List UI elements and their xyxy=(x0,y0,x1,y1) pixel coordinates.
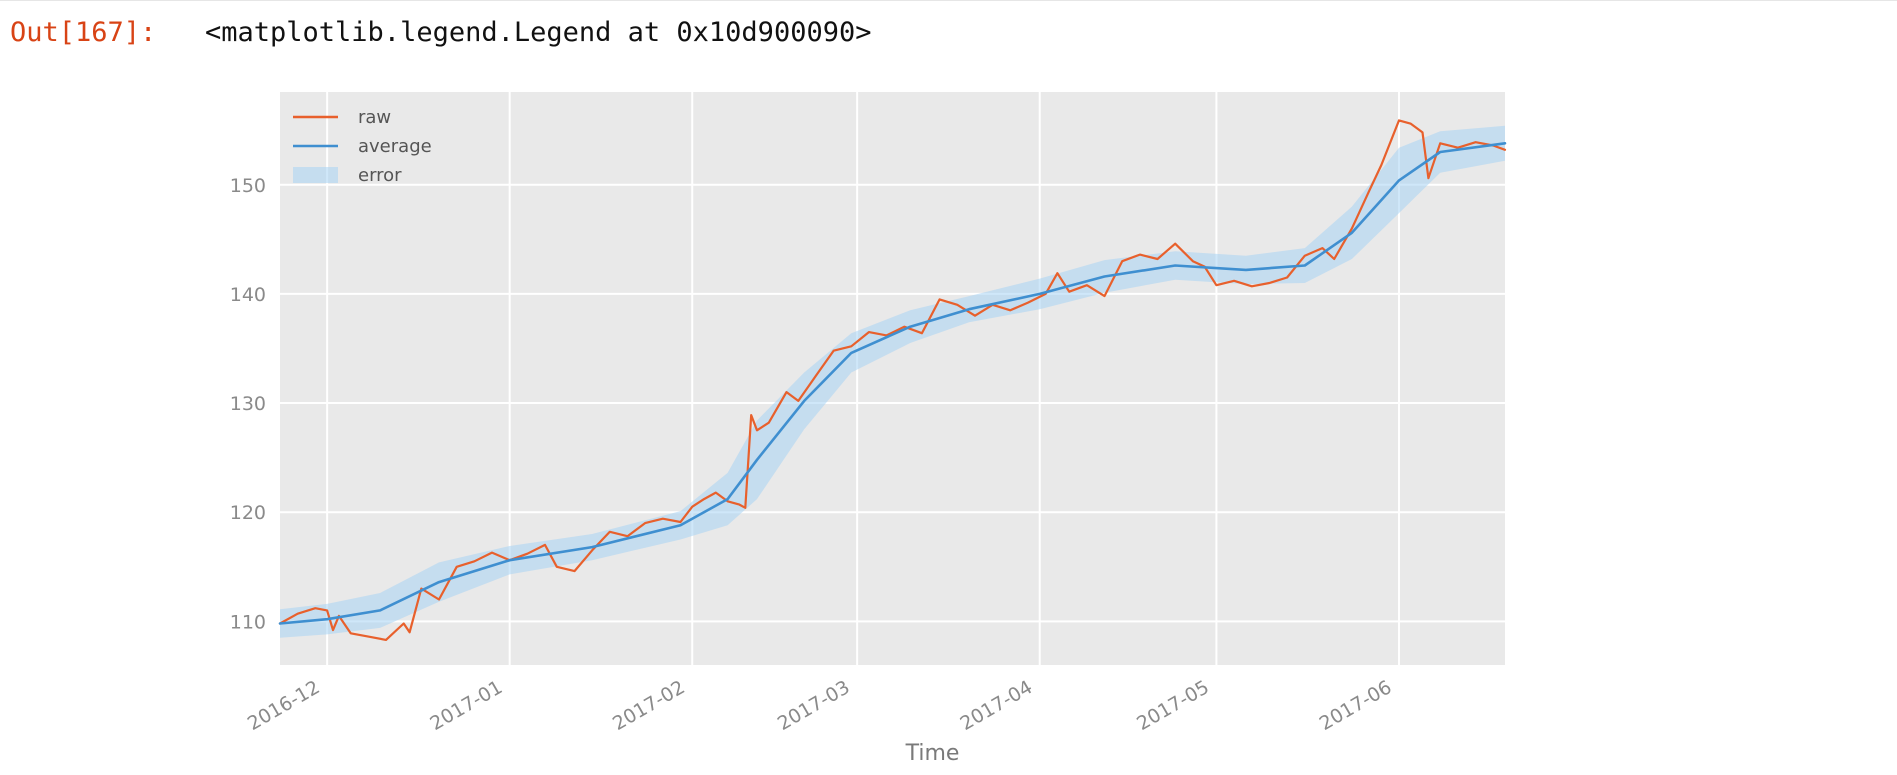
legend-label-raw: raw xyxy=(358,107,391,128)
legend-label-error: error xyxy=(358,165,402,186)
y-tick-label: 120 xyxy=(230,502,266,524)
legend-swatch-error xyxy=(293,167,338,183)
average-series-line xyxy=(278,142,1507,625)
x-tick-label: 2017-02 xyxy=(609,676,689,735)
cell-top-border xyxy=(0,0,1897,1)
y-tick-label: 110 xyxy=(230,611,266,633)
x-tick-label: 2017-04 xyxy=(956,676,1036,735)
y-tick-label: 130 xyxy=(230,393,266,415)
x-tick-label: 2016-12 xyxy=(244,676,324,735)
output-repr-text: <matplotlib.legend.Legend at 0x10d900090… xyxy=(205,16,872,48)
error-band xyxy=(280,125,1505,638)
legend-label-average: average xyxy=(358,136,432,157)
output-prompt: Out[167]: xyxy=(10,16,157,48)
cell-output-row: Out[167]: <matplotlib.legend.Legend at 0… xyxy=(10,14,871,50)
y-tick-label: 150 xyxy=(230,175,266,197)
x-tick-label: 2017-05 xyxy=(1133,676,1213,735)
y-tick-label: 140 xyxy=(230,284,266,306)
x-axis-label: Time xyxy=(905,741,960,766)
x-tick-label: 2017-03 xyxy=(774,676,854,735)
x-tick-label: 2017-06 xyxy=(1316,676,1396,735)
raw-series-line xyxy=(278,119,1507,641)
x-tick-label: 2017-01 xyxy=(426,676,506,735)
